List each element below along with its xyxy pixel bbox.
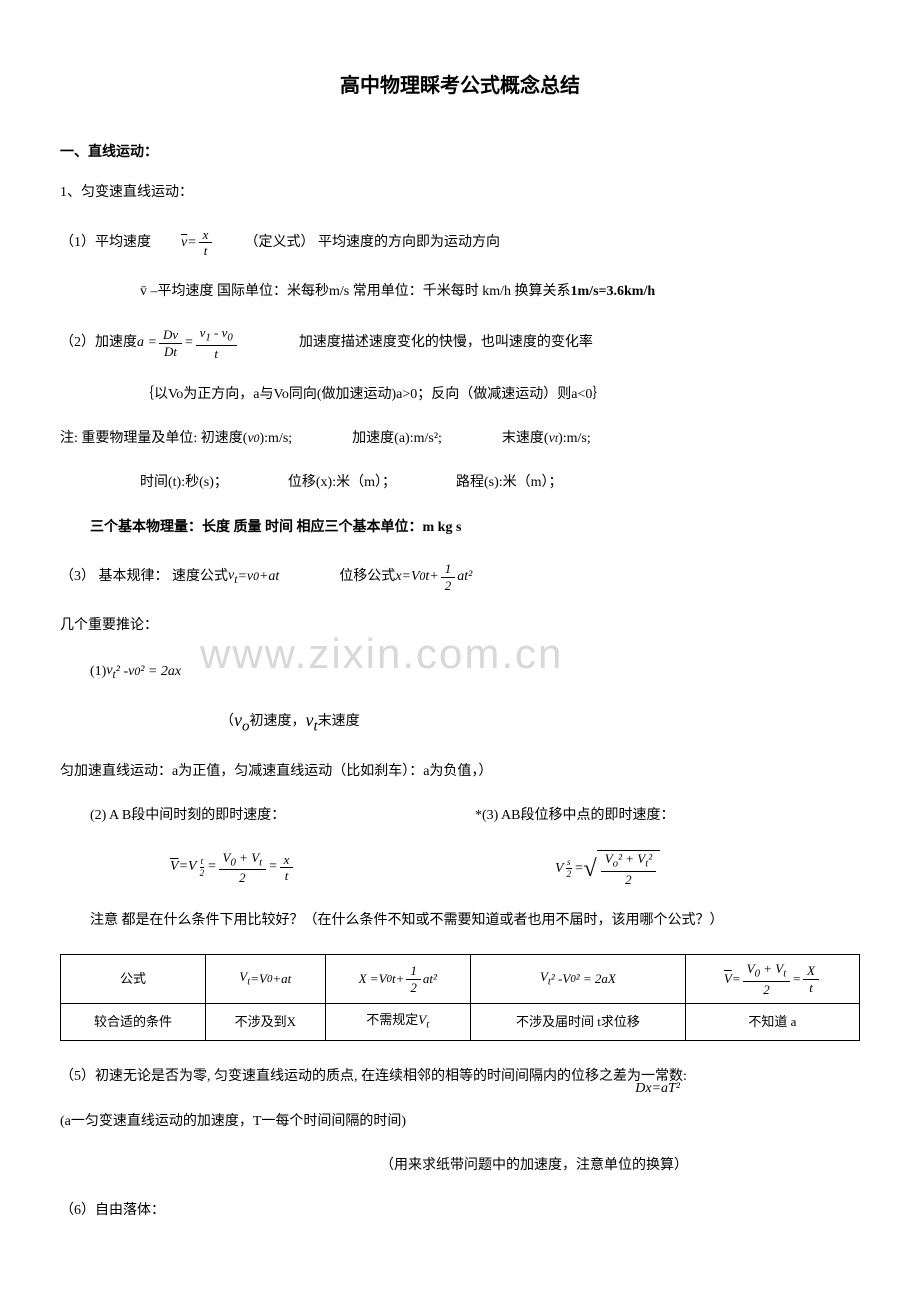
p1-sub-line: v̄ –平均速度 国际单位：米每秒m/s 常用单位：千米每时 km/h 换算关系… xyxy=(60,281,860,303)
d2-formula: V = Vt2 = V0 + Vt 2 = x t xyxy=(170,850,295,886)
p1-desc: （定义式） 平均速度的方向即为运动方向 xyxy=(244,232,500,254)
formula-table: 公式 Vt = V0 + at X = V0t + 1 2 at² Vt² - … xyxy=(60,954,860,1041)
item-1: 1、匀变速直线运动： xyxy=(60,182,860,204)
cell-r2c1: 较合适的条件 xyxy=(61,1004,206,1041)
p1-label: （1）平均速度 xyxy=(60,232,151,254)
d3-label: *(3) AB段位移中点的即时速度： xyxy=(475,805,860,827)
p2-sub: ｛以Vo为正方向，a与Vo同向(做加速运动)a>0；反向（做减速运动）则a<0｝ xyxy=(60,384,860,406)
p2-line: （2）加速度 a = Dv Dt = v1 - v0 t 加速度描述速度变化的快… xyxy=(60,325,860,361)
d2-d3-formulas: V = Vt2 = V0 + Vt 2 = x t Vs2 = √ Vo² + … xyxy=(60,850,860,888)
cell-r1c1: 公式 xyxy=(61,955,206,1004)
cell-r1c4: Vt² - V0² = 2aX xyxy=(470,955,685,1004)
p3-line: （3） 基本规律： 速度公式 vt = v0 + at 位移公式 x = V0t… xyxy=(60,561,860,593)
p2-formula: a = Dv Dt = v1 - v0 t xyxy=(137,325,239,361)
cell-r1c5: V = V0 + Vt 2 = X t xyxy=(685,955,859,1004)
cell-r2c4: 不涉及届时间 t求位移 xyxy=(470,1004,685,1041)
cell-r2c5: 不知道 a xyxy=(685,1004,859,1041)
d2-label: (2) A B段中间时刻的即时速度： xyxy=(60,805,475,827)
p1-formula: v = x t xyxy=(181,227,214,259)
cell-r2c2: 不涉及到X xyxy=(205,1004,325,1041)
cell-r2c3: 不需规定Vt xyxy=(325,1004,470,1041)
p6-line: （6）自由落体： xyxy=(60,1200,860,1222)
derive-heading: 几个重要推论： xyxy=(60,615,860,637)
table-row: 公式 Vt = V0 + at X = V0t + 1 2 at² Vt² - … xyxy=(61,955,860,1004)
p5-note: （用来求纸带问题中的加速度，注意单位的换算） xyxy=(60,1155,860,1177)
p5-sub: (a一匀变速直线运动的加速度，T一每个时间间隔的时间) xyxy=(60,1111,860,1133)
p2-desc: 加速度描述速度变化的快慢，也叫速度的变化率 xyxy=(299,332,593,354)
p5-line: （5）初速无论是否为零, 匀变速直线运动的质点, 在连续相邻的相等的时间间隔内的… xyxy=(60,1066,860,1088)
d1-sub: （ vo 初速度， vt 末速度 xyxy=(60,706,860,739)
three-basic: 三个基本物理量：长度 质量 时间 相应三个基本单位：m kg s xyxy=(60,517,860,539)
note-line1: 注: 重要物理量及单位: 初速度( v0 ):m/s; 加速度(a):m/s²;… xyxy=(60,428,860,450)
d1-line: (1) vt² - v0² = 2ax xyxy=(60,660,860,684)
p2-label: （2）加速度 xyxy=(60,332,137,354)
d3-formula: Vs2 = √ Vo² + Vt² 2 xyxy=(555,850,660,888)
page-title: 高中物理睬考公式概念总结 xyxy=(60,70,860,102)
uniform-note: 匀加速直线运动：a为正值，匀减速直线运动（比如刹车）：a为负值，） xyxy=(60,761,860,783)
d2-d3-row: (2) A B段中间时刻的即时速度： *(3) AB段位移中点的即时速度： xyxy=(60,805,860,827)
note-line2: 时间(t):秒(s)； 位移(x):米（m）； 路程(s):米（m）； xyxy=(60,472,860,494)
cell-r1c2: Vt = V0 + at xyxy=(205,955,325,1004)
attention: 注意 都是在什么条件下用比较好？（在什么条件不知或不需要知道或者也用不届时，该用… xyxy=(60,910,860,932)
cell-r1c3: X = V0t + 1 2 at² xyxy=(325,955,470,1004)
table-row: 较合适的条件 不涉及到X 不需规定Vt 不涉及届时间 t求位移 不知道 a xyxy=(61,1004,860,1041)
section-1-heading: 一、直线运动： xyxy=(60,142,860,164)
p1-line: （1）平均速度 v = x t （定义式） 平均速度的方向即为运动方向 xyxy=(60,227,860,259)
